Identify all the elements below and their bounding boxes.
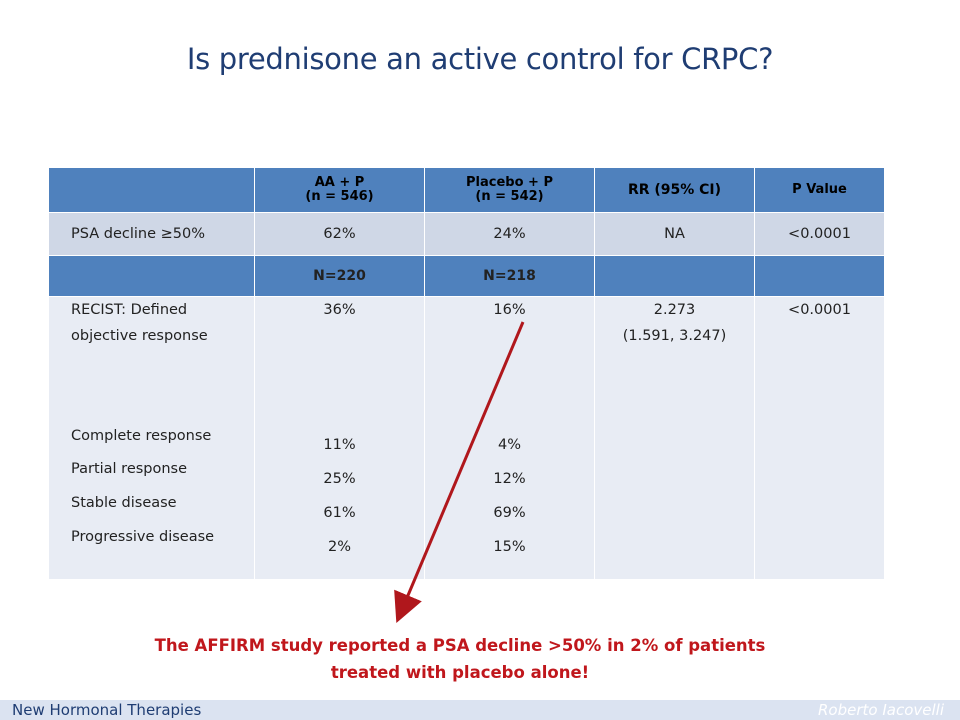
sub-aa-partial: 25% [323,471,356,487]
footer-right-text: Roberto Iacovelli [818,701,944,719]
psa-rr: NA [594,212,755,256]
header-rr: RR (95% CI) [594,167,755,213]
n-aa: N=220 [254,255,425,297]
sub-aa-complete: 11% [323,437,356,453]
sub-label-partial: Partial response [71,461,188,477]
psa-placebo: 24% [424,212,595,256]
header-placebo-p: Placebo + P (n = 542) [424,167,595,213]
psa-label: PSA decline ≥50% [48,212,255,256]
recist-rr-value: 2.273 [653,302,696,318]
table-row-recist: RECIST: Defined objective response Compl… [48,296,885,580]
sub-label-stable: Stable disease [71,495,177,511]
footer-left-text: New Hormonal Therapies [12,701,202,719]
header-aa-p-text: AA + P (n = 546) [305,175,374,204]
recist-placebo: 16% [493,302,526,318]
slide-title: Is prednisone an active control for CRPC… [186,42,774,76]
header-aa-p: AA + P (n = 546) [254,167,425,213]
footnote-line1: The AFFIRM study reported a PSA decline … [154,636,766,655]
table-row-n: N=220 N=218 [48,255,885,297]
sub-aa-progressive: 2% [327,539,351,555]
psa-aa: 62% [254,212,425,256]
footer-bar: New Hormonal Therapies Roberto Iacovelli [0,700,960,720]
footnote-line2: treated with placebo alone! [330,663,590,682]
recist-rr-ci: (1.591, 3.247) [622,328,727,344]
table-header-row: AA + P (n = 546) Placebo + P (n = 542) R… [48,167,885,213]
recist-placebo-cell: 16% 4% 12% 69% 15% [424,296,595,580]
results-table: AA + P (n = 546) Placebo + P (n = 542) R… [48,167,885,580]
psa-p: <0.0001 [754,212,885,256]
recist-rr-cell: 2.273 (1.591, 3.247) [594,296,755,580]
recist-label-line1: RECIST: Defined [71,302,188,318]
n-empty-3 [754,255,885,297]
sub-label-complete: Complete response [71,428,212,444]
recist-label-cell: RECIST: Defined objective response Compl… [48,296,255,580]
header-placebo-p-text: Placebo + P (n = 542) [466,175,553,204]
table-row-psa: PSA decline ≥50% 62% 24% NA <0.0001 [48,212,885,256]
recist-p: <0.0001 [788,302,851,318]
n-empty-2 [594,255,755,297]
sub-placebo-complete: 4% [497,437,521,453]
footnote: The AFFIRM study reported a PSA decline … [60,632,860,686]
header-cell-empty [48,167,255,213]
sub-placebo-partial: 12% [493,471,526,487]
recist-aa: 36% [323,302,356,318]
sub-placebo-progressive: 15% [493,539,526,555]
recist-label-line2: objective response [71,328,208,344]
recist-aa-cell: 36% 11% 25% 61% 2% [254,296,425,580]
sub-label-progressive: Progressive disease [71,529,215,545]
sub-aa-stable: 61% [323,505,356,521]
sub-placebo-stable: 69% [493,505,526,521]
n-placebo: N=218 [424,255,595,297]
recist-p-cell: <0.0001 [754,296,885,580]
header-p-value: P Value [754,167,885,213]
n-empty-1 [48,255,255,297]
